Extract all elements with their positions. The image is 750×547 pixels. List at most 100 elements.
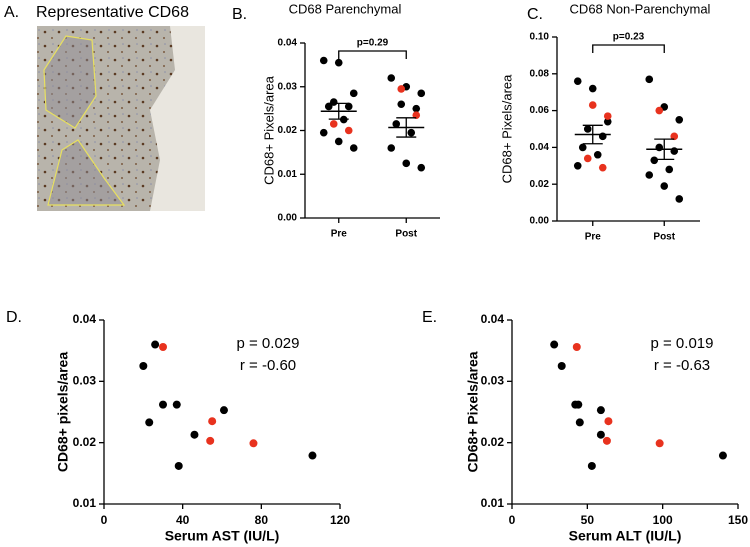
- panel-label: B.: [232, 6, 247, 23]
- data-point: [139, 362, 148, 370]
- data-point: [573, 162, 582, 170]
- x-tick-label: Post: [653, 232, 675, 243]
- data-point: [665, 165, 674, 174]
- panel-label: A.: [4, 4, 19, 21]
- data-point: [588, 84, 597, 93]
- y-tick-label: 0.02: [481, 435, 505, 449]
- data-point: [324, 102, 333, 111]
- data-point: [645, 75, 654, 84]
- sem-bar: [582, 124, 603, 145]
- data-point: [387, 144, 396, 152]
- data-point: [172, 400, 181, 409]
- data-point: [344, 126, 353, 135]
- data-point: [588, 101, 597, 109]
- data-point: [308, 451, 317, 460]
- x-tick-label: 150: [728, 513, 748, 527]
- y-tick-label: 0.10: [530, 32, 550, 43]
- x-tick-label: Pre: [331, 229, 348, 240]
- data-point: [596, 430, 605, 439]
- y-axis-label: CD68+ Pixels/area: [261, 75, 276, 185]
- data-point: [645, 171, 654, 179]
- y-axis-label: CD68+ Pixels/area: [465, 351, 481, 472]
- data-point: [604, 417, 613, 426]
- data-point: [397, 85, 406, 93]
- data-point: [349, 144, 358, 152]
- significance-bracket: [338, 50, 407, 59]
- data-point: [557, 362, 566, 370]
- data-point: [249, 439, 258, 448]
- data-point: [219, 406, 228, 415]
- data-point: [344, 102, 353, 111]
- y-tick-label: 0.04: [73, 312, 97, 326]
- data-point: [575, 418, 584, 427]
- data-point: [660, 182, 669, 190]
- data-point: [550, 340, 559, 349]
- y-tick-label: 0.01: [73, 496, 97, 510]
- data-point: [397, 100, 406, 109]
- data-point: [655, 143, 664, 152]
- data-point: [670, 132, 679, 141]
- panel-label: E.: [422, 309, 437, 326]
- x-tick-label: 100: [653, 513, 673, 527]
- y-tick-label: 0.04: [481, 312, 505, 326]
- chart-panel: 0.00 0.01 0.02 0.03 0.04 CD68+ Pixels/area B. C…: [232, 1, 440, 240]
- x-axis-label: Serum AST (IU/L): [165, 528, 280, 544]
- x-tick-label: Pre: [585, 232, 602, 243]
- y-tick-label: 0.00: [278, 213, 298, 224]
- p-value: p=0.23: [613, 32, 645, 43]
- x-tick-label: Post: [395, 229, 417, 240]
- y-tick-label: 0.03: [278, 81, 298, 92]
- x-axis-label: Serum ALT (IU/L): [569, 528, 682, 544]
- data-point: [574, 400, 583, 409]
- stat-annotation: p = 0.029: [237, 335, 300, 352]
- data-point: [655, 439, 664, 448]
- chart-panel: 0.01 0.02 0.03 0.04 CD68+ Pixels/area E. 0 50 10…: [422, 309, 748, 543]
- x-tick-label: 0: [101, 513, 108, 527]
- data-point: [573, 77, 582, 85]
- data-point: [407, 128, 416, 137]
- sem-bar: [396, 117, 417, 138]
- y-tick-label: 0.04: [530, 142, 550, 153]
- data-point: [598, 163, 607, 172]
- data-point: [208, 417, 217, 426]
- data-point: [598, 132, 607, 141]
- y-tick-label: 0.02: [278, 125, 298, 136]
- data-point: [417, 163, 426, 172]
- significance-bracket: [592, 44, 665, 53]
- panel-label: D.: [6, 309, 22, 326]
- panel-title: Representative CD68: [36, 4, 189, 21]
- data-point: [596, 406, 605, 415]
- data-point: [572, 342, 581, 351]
- data-point: [670, 147, 679, 155]
- micrograph: [37, 26, 205, 211]
- data-point: [392, 120, 401, 128]
- x-tick-label: 120: [330, 513, 350, 527]
- y-tick-label: 0.01: [278, 169, 298, 180]
- data-point: [319, 56, 328, 65]
- data-point: [675, 116, 684, 124]
- y-axis-label: CD68+ Pixels/area: [499, 74, 514, 184]
- data-point: [587, 461, 596, 470]
- stat-annotation: r = -0.63: [654, 357, 710, 374]
- data-point: [190, 430, 199, 439]
- y-tick-label: 0.03: [481, 374, 505, 388]
- data-point: [583, 154, 592, 163]
- chart-panel: 0.01 0.02 0.03 0.04 CD68+ pixels/area D. 0 40 80…: [6, 309, 350, 543]
- data-point: [159, 342, 167, 351]
- data-point: [602, 436, 611, 445]
- stat-annotation: r = -0.60: [240, 357, 296, 374]
- data-point: [402, 159, 411, 168]
- data-point: [603, 112, 612, 120]
- data-point: [145, 418, 154, 427]
- y-tick-label: 0.06: [530, 105, 550, 116]
- data-point: [655, 106, 664, 115]
- y-tick-label: 0.04: [278, 38, 298, 49]
- sem-bar: [654, 138, 675, 161]
- data-point: [387, 74, 396, 82]
- x-tick-label: 50: [581, 513, 595, 527]
- chart-panel: 0.00 0.02 0.04 0.06 0.08 0.10 CD68+ Pixels/are…: [499, 1, 710, 242]
- data-point: [319, 128, 328, 137]
- chart-title: CD68 Non-Parenchymal: [570, 1, 711, 16]
- data-point: [650, 156, 659, 165]
